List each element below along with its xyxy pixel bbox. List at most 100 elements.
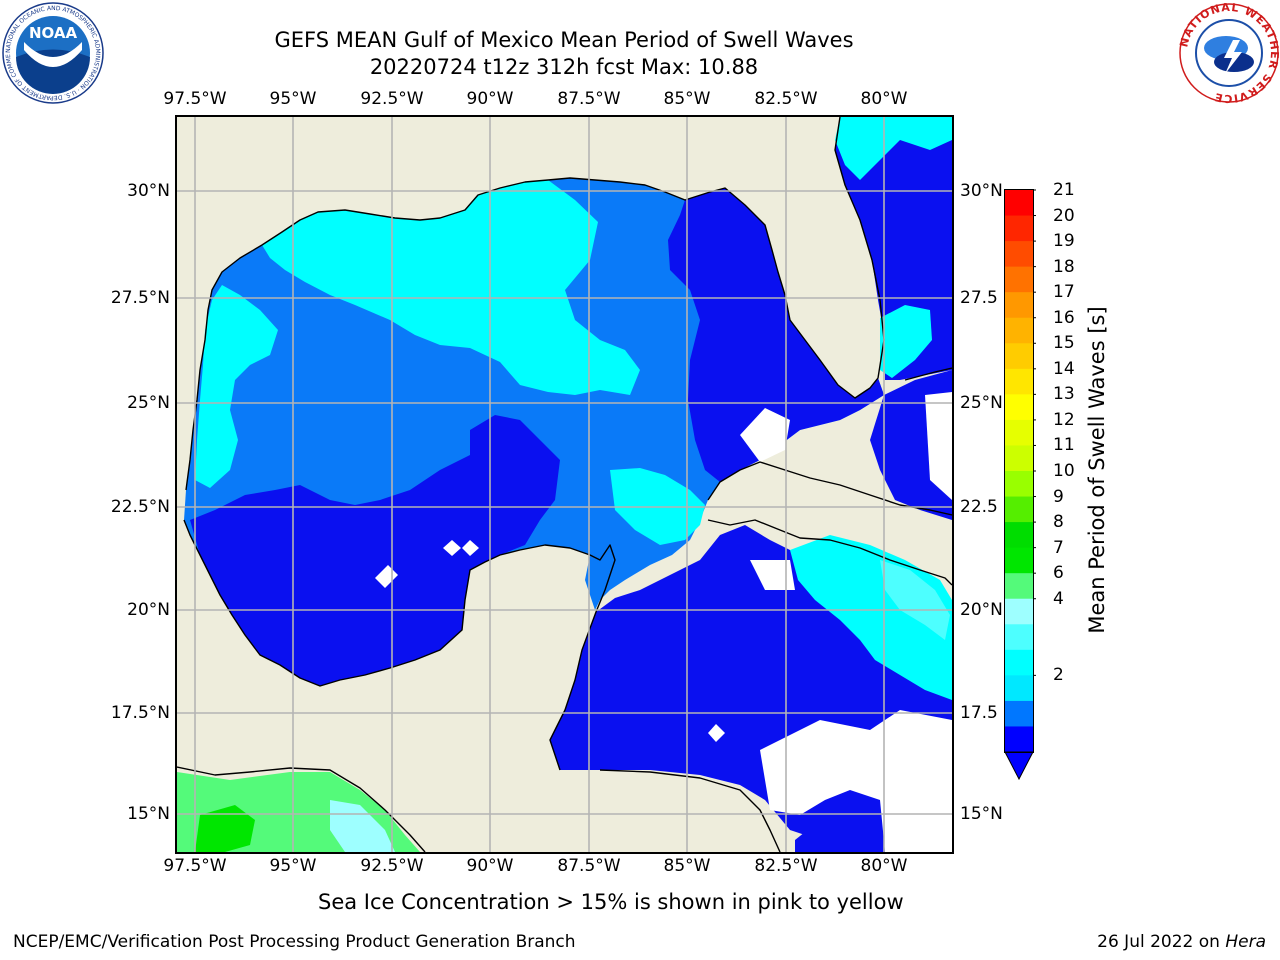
lat-label: 22.5°N — [110, 497, 170, 517]
colorbar-swatch — [1005, 368, 1033, 395]
nodata-patch — [925, 392, 952, 500]
colorbar-swatch — [1005, 471, 1033, 498]
caribbean-south-low — [795, 820, 872, 852]
colorbar-tick-label: 7 — [1053, 537, 1064, 558]
north-gulf-high — [262, 180, 640, 395]
lat-label: 27.5°N — [110, 288, 170, 308]
florida-east-high — [835, 117, 952, 180]
lon-label: 87.5°W — [557, 89, 621, 109]
colorbar-swatch — [1005, 215, 1033, 242]
plot-subtitle: 20220724 t12z 312h fcst Max: 10.88 — [369, 55, 759, 79]
colorbar-tick-label: 6 — [1053, 563, 1064, 584]
colorbar-tick-label: 10 — [1053, 461, 1075, 481]
colorbar-tick-label: 17 — [1053, 282, 1075, 303]
colorbar-tick-label: 13 — [1053, 384, 1075, 405]
lat-label: 25°N — [960, 393, 1003, 413]
footer-date-text: 26 Jul 2022 on — [1097, 932, 1220, 952]
colorbar-swatch — [1005, 522, 1033, 549]
lat-label: 17.5°N — [110, 703, 170, 723]
colorbar-swatch — [1005, 573, 1033, 600]
lat-label: 17.5 — [960, 703, 998, 723]
lon-label: 80°W — [860, 856, 908, 876]
coastline — [177, 117, 952, 852]
east-gulf-low — [668, 188, 884, 482]
colorbar-swatch — [1005, 675, 1033, 702]
noaa-logo: NATIONAL OCEANIC AND ATMOSPHERIC ADMINIS… — [0, 0, 104, 104]
colorbar-tick-label: 9 — [1053, 486, 1064, 507]
sea-ice-note: Sea Ice Concentration > 15% is shown in … — [318, 890, 904, 914]
lat-label: 15°N — [960, 804, 1003, 824]
lon-label: 85°W — [663, 856, 711, 876]
nodata-patch — [708, 724, 725, 742]
colorbar-tick-label: 4 — [1053, 588, 1064, 609]
colorbar-title: Mean Period of Swell Waves [s] — [1085, 306, 1109, 634]
nws-logo: NATIONAL WEATHER SERVICE — [1177, 1, 1280, 105]
colorbar-swatch — [1005, 598, 1033, 625]
lon-label: 92.5°W — [360, 856, 424, 876]
lat-label: 30°N — [127, 181, 170, 201]
lon-label: 95°W — [269, 89, 317, 109]
lon-label: 97.5°W — [163, 856, 227, 876]
nodata-patch — [443, 540, 461, 556]
colorbar-tick-label: 21 — [1053, 180, 1075, 200]
lat-label: 15°N — [127, 804, 170, 824]
colorbar-tick-label: 8 — [1053, 512, 1064, 533]
colorbar-swatch — [1005, 266, 1033, 293]
colorbar-swatch — [1005, 241, 1033, 268]
lat-label: 27.5 — [960, 288, 998, 308]
lat-label: 30°N — [960, 181, 1003, 201]
lon-label: 87.5°W — [557, 856, 621, 876]
colorbar-swatch — [1005, 419, 1033, 446]
colorbar-swatch — [1005, 394, 1033, 421]
colorbar-tick-label: 14 — [1053, 358, 1075, 379]
colorbar-outline — [1004, 189, 1034, 753]
nodata-patch — [462, 540, 479, 556]
colorbar-swatch — [1005, 190, 1033, 217]
lon-label: 90°W — [466, 856, 514, 876]
colorbar-tick-label: 20 — [1053, 205, 1075, 226]
lon-label: 85°W — [663, 89, 711, 109]
lat-label: 25°N — [127, 393, 170, 413]
nodata-patch — [750, 560, 795, 590]
pacific-mid — [330, 800, 395, 852]
noaa-logo-text: NOAA — [29, 24, 78, 42]
footer-date: 26 Jul 2022 on Hera — [1097, 932, 1266, 952]
colorbar-swatch — [1005, 292, 1033, 319]
florida-strait-high — [880, 305, 932, 378]
colorbar-swatch — [1005, 343, 1033, 370]
pacific-high — [195, 805, 255, 852]
lat-label: 20°N — [960, 600, 1003, 620]
swell-period-map — [175, 115, 954, 854]
colorbar-tick-label: 15 — [1053, 333, 1075, 354]
plot-title: GEFS MEAN Gulf of Mexico Mean Period of … — [274, 28, 854, 52]
colorbar-extend-arrow — [1004, 751, 1034, 781]
nodata-patch — [760, 710, 952, 852]
colorbar-tick-label: 11 — [1053, 435, 1075, 456]
colorbar-swatch — [1005, 445, 1033, 472]
colorbar-tick-label: 12 — [1053, 409, 1075, 430]
colorbar-swatch — [1005, 726, 1033, 753]
footer-credit: NCEP/EMC/Verification Post Processing Pr… — [13, 932, 576, 952]
colorbar-swatch — [1005, 700, 1033, 727]
lon-label: 80°W — [860, 89, 908, 109]
lat-label: 20°N — [127, 600, 170, 620]
lon-label: 82.5°W — [754, 856, 818, 876]
nodata-patch — [740, 408, 790, 462]
graticule — [177, 117, 952, 852]
colorbar-tick-label: 2 — [1053, 665, 1064, 686]
lon-label: 92.5°W — [360, 89, 424, 109]
west-coast-high — [195, 285, 278, 488]
colorbar-swatch — [1005, 496, 1033, 523]
lon-label: 95°W — [269, 856, 317, 876]
lon-label: 90°W — [466, 89, 514, 109]
colorbar-tick-label: 18 — [1053, 256, 1075, 277]
colorbar-swatch — [1005, 649, 1033, 676]
footer-machine: Hera — [1225, 932, 1266, 952]
colorbar-tick-label: 19 — [1053, 231, 1075, 252]
colorbar-tick-label: 16 — [1053, 307, 1075, 328]
bay-campeche-low — [190, 415, 560, 686]
caribbean-high-core — [880, 560, 950, 640]
lon-label: 97.5°W — [163, 89, 227, 109]
colorbar-swatch — [1005, 624, 1033, 651]
colorbar-swatch — [1005, 547, 1033, 574]
